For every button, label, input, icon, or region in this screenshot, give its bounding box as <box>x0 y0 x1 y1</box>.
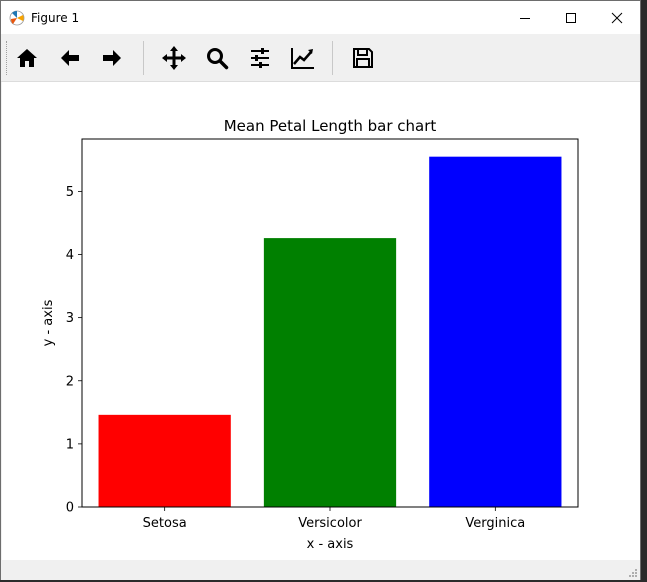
back-arrow-icon <box>61 50 79 66</box>
subplots-sliders-icon <box>251 48 269 68</box>
edit-axis-icon <box>291 48 314 69</box>
toolbar-grip <box>6 41 10 75</box>
home-button[interactable] <box>11 42 43 74</box>
maximize-icon <box>566 12 576 23</box>
window-controls <box>502 1 640 34</box>
figure-canvas[interactable]: Setosa Versicolor Verginica 0 1 2 3 4 5 Mean Peta… <box>2 82 640 560</box>
close-icon <box>611 12 623 23</box>
y-tick-label: 3 <box>66 311 74 326</box>
y-tick-label: 4 <box>66 248 74 263</box>
zoom-icon <box>207 48 229 70</box>
y-tick-label: 5 <box>66 185 74 200</box>
forward-button[interactable] <box>96 42 128 74</box>
y-axis-label: y - axis <box>41 299 56 346</box>
title-bar: Figure 1 <box>1 1 640 34</box>
save-button[interactable] <box>347 42 379 74</box>
navigation-toolbar <box>1 35 640 82</box>
matplotlib-app-icon <box>9 10 25 25</box>
home-icon <box>17 49 37 67</box>
x-tick-label: Verginica <box>465 516 525 531</box>
pan-icon <box>162 46 186 70</box>
x-axis-label: x - axis <box>307 537 354 552</box>
toolbar-separator <box>332 41 333 75</box>
bar-verginica <box>429 156 562 507</box>
axes-frame <box>81 138 579 508</box>
minimize-button[interactable] <box>502 1 548 34</box>
forward-arrow-icon <box>103 50 121 66</box>
back-button[interactable] <box>54 42 86 74</box>
maximize-button[interactable] <box>548 1 594 34</box>
zoom-button[interactable] <box>201 42 233 74</box>
resize-grip-icon[interactable] <box>628 568 638 578</box>
bar-chart: Setosa Versicolor Verginica 0 1 2 3 4 5 Mean Peta… <box>41 117 579 552</box>
save-icon <box>353 48 373 68</box>
bar-setosa <box>98 414 231 507</box>
x-tick-label: Versicolor <box>298 516 362 531</box>
toolbar-separator <box>143 41 144 75</box>
window-title: Figure 1 <box>31 10 80 25</box>
y-tick-label: 0 <box>66 501 74 516</box>
edit-axis-button[interactable] <box>287 42 319 74</box>
bar-versicolor <box>263 238 397 507</box>
chart-title: Mean Petal Length bar chart <box>224 117 437 135</box>
close-button[interactable] <box>594 1 640 34</box>
y-tick-label: 2 <box>66 374 74 389</box>
pan-button[interactable] <box>158 42 190 74</box>
status-bar <box>1 560 640 580</box>
configure-subplots-button[interactable] <box>244 42 276 74</box>
x-tick-label: Setosa <box>143 516 187 531</box>
minimize-icon <box>520 17 530 19</box>
y-tick-label: 1 <box>66 437 74 452</box>
